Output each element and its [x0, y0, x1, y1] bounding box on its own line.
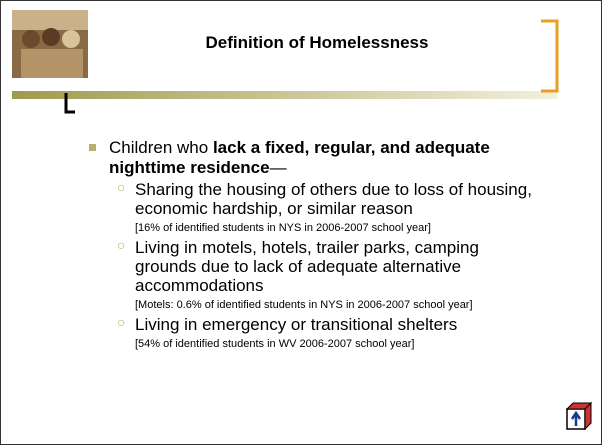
sub-bullet: ○Living in motels, hotels, trailer parks…	[117, 238, 559, 312]
slide: Definition of Homelessness Children who …	[0, 0, 602, 445]
text: —	[270, 158, 287, 177]
item-text: Living in motels, hotels, trailer parks,…	[135, 238, 545, 295]
item-note: [Motels: 0.6% of identified students in …	[135, 299, 555, 312]
item-note: [16% of identified students in NYS in 20…	[135, 222, 555, 235]
item-text: Living in emergency or transitional shel…	[135, 315, 545, 334]
text: Children who	[109, 138, 213, 157]
sub-bullet: ○Living in emergency or transitional she…	[117, 315, 559, 351]
bracket	[541, 21, 557, 91]
logo-icon	[567, 403, 591, 429]
item-text: Sharing the housing of others due to los…	[135, 180, 545, 218]
title-bar	[12, 91, 557, 99]
title: Definition of Homelessness	[101, 33, 533, 53]
content: Children who lack a fixed, regular, and …	[89, 138, 559, 354]
bullet: Children who lack a fixed, regular, and …	[89, 138, 559, 178]
sub-bullet: ○Sharing the housing of others due to lo…	[117, 180, 559, 235]
item-note: [54% of identified students in WV 2006-2…	[135, 338, 555, 351]
